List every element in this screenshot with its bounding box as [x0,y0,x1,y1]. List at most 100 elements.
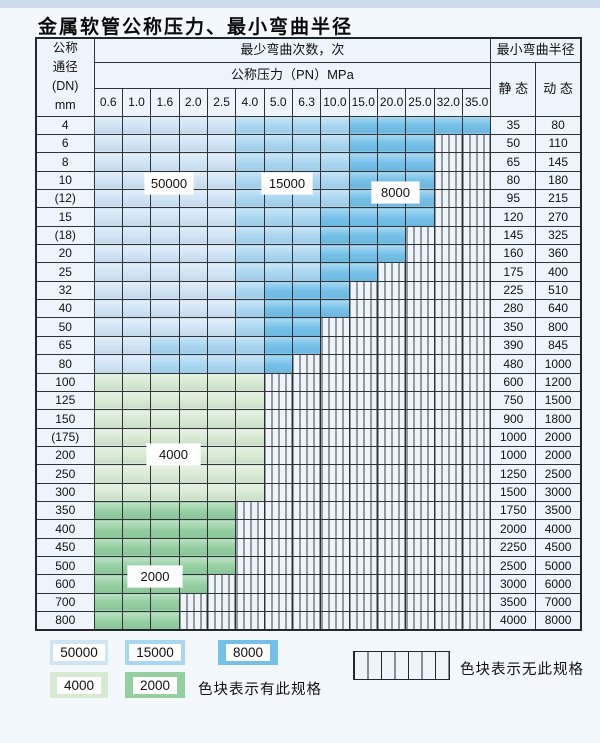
spec-cell-8-4.0 [235,152,265,172]
spec-cell-40-0.6 [93,299,123,319]
dynamic-radius-cell: 4000 [535,519,582,539]
spec-cell-(175)-25.0 [405,427,435,447]
spec-cell-15-4.0 [235,207,265,227]
spec-cell-20-32.0 [433,244,463,264]
spec-cell-65-15.0 [348,335,378,356]
table-row-dn-40: 40 280 640 [35,299,582,319]
spec-cell-300-25.0 [405,482,435,503]
cycle-label-8000: 8000 [372,182,419,203]
spec-cell-6-5.0 [263,133,293,154]
spec-cell-700-2.5 [206,592,237,613]
spec-cell-10-0.6 [93,170,123,190]
spec-cell-125-5.0 [263,390,293,411]
spec-cell-350-1.0 [121,501,152,521]
dynamic-radius-cell: 3500 [535,501,582,521]
spec-cell-450-20.0 [376,537,407,558]
spec-cell-32-2.0 [178,280,208,301]
pressure-col-header-35.0: 35.0 [461,87,492,117]
pressure-col-header-0.6: 0.6 [93,87,123,117]
spec-cell-65-6.3 [291,335,322,356]
spec-cell-4-10.0 [320,115,350,135]
spec-cell-100-25.0 [405,372,435,392]
spec-cell-25-32.0 [433,262,463,282]
spec-cell-6-0.6 [93,133,123,154]
legend-block-8000: 8000 [218,640,278,665]
spec-cell-15-5.0 [263,207,293,227]
spec-cell-25-1.6 [150,262,180,282]
spec-cell-4-1.6 [150,115,180,135]
spec-cell-125-25.0 [405,390,435,411]
static-radius-cell: 1500 [490,482,537,503]
spec-cell-700-6.3 [291,592,322,613]
spec-cell-20-20.0 [376,244,407,264]
spec-cell-15-10.0 [320,207,350,227]
spec-cell-400-5.0 [263,519,293,539]
spec-cell-10-2.5 [206,170,237,190]
spec-cell-300-1.0 [121,482,152,503]
spec-cell-80-5.0 [263,354,293,374]
spec-cell-125-2.0 [178,390,208,411]
spec-cell-25-10.0 [320,262,350,282]
spec-cell-(175)-35.0 [461,427,492,447]
spec-cell-450-4.0 [235,537,265,558]
spec-table-wrapper: 公称 通径 (DN) mm 最少弯曲次数，次 最小弯曲半径 公称压力（PN）MP… [35,37,582,632]
spec-cell-(175)-5.0 [263,427,293,447]
dn-cell: 300 [35,482,95,503]
spec-cell-80-35.0 [461,354,492,374]
spec-cell-100-15.0 [348,372,378,392]
spec-cell-250-32.0 [433,464,463,484]
corner-line: (DN) [52,79,79,94]
spec-cell-125-32.0 [433,390,463,411]
spec-cell-300-2.5 [206,482,237,503]
dynamic-radius-cell: 110 [535,133,582,154]
spec-cell-40-2.5 [206,299,237,319]
spec-cell-200-4.0 [235,445,265,466]
spec-cell-125-0.6 [93,390,123,411]
spec-cell-80-6.3 [291,354,322,374]
spec-cell-40-20.0 [376,299,407,319]
spec-cell-32-1.6 [150,280,180,301]
corner-line: mm [54,98,76,113]
dn-cell: 40 [35,299,95,319]
dn-cell: 15 [35,207,95,227]
spec-cell-125-35.0 [461,390,492,411]
spec-cell-250-35.0 [461,464,492,484]
spec-cell-800-1.0 [121,611,152,631]
spec-cell-(175)-15.0 [348,427,378,447]
spec-cell-700-35.0 [461,592,492,613]
spec-cell-8-5.0 [263,152,293,172]
spec-cell-32-20.0 [376,280,407,301]
spec-cell-250-15.0 [348,464,378,484]
spec-cell-6-1.0 [121,133,152,154]
spec-cell-(18)-1.6 [150,225,180,246]
spec-cell-40-15.0 [348,299,378,319]
spec-cell-65-2.0 [178,335,208,356]
spec-cell-6-2.0 [178,133,208,154]
static-radius-cell: 2250 [490,537,537,558]
dynamic-radius-cell: 145 [535,152,582,172]
spec-cell-450-32.0 [433,537,463,558]
spec-cell-600-2.5 [206,574,237,594]
table-row-dn-700: 700 3500 7000 [35,592,582,613]
spec-cell-450-2.0 [178,537,208,558]
static-radius-cell: 600 [490,372,537,392]
spec-cell-700-4.0 [235,592,265,613]
table-row-dn-4: 4 35 80 [35,115,582,135]
spec-cell-15-0.6 [93,207,123,227]
dynamic-radius-cell: 180 [535,170,582,190]
static-radius-cell: 350 [490,317,537,337]
spec-cell-100-1.6 [150,372,180,392]
spec-cell-6-4.0 [235,133,265,154]
spec-cell-32-2.5 [206,280,237,301]
spec-cell-50-2.0 [178,317,208,337]
spec-cell-100-10.0 [320,372,350,392]
static-radius-cell: 3000 [490,574,537,594]
spec-cell-25-5.0 [263,262,293,282]
spec-cell-400-1.6 [150,519,180,539]
table-row-dn-125: 125 750 1500 [35,390,582,411]
spec-cell-150-10.0 [320,409,350,429]
spec-cell-350-32.0 [433,501,463,521]
spec-cell-8-2.0 [178,152,208,172]
table-row-dn-65: 65 390 845 [35,335,582,356]
spec-cell-500-5.0 [263,556,293,576]
